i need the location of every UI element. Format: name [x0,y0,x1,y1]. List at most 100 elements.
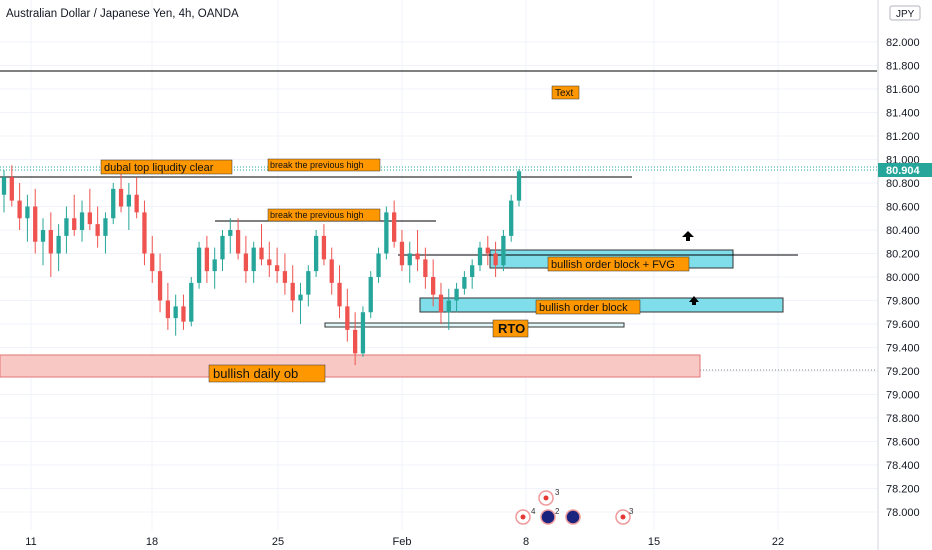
label-ob-text: bullish order block [539,302,628,314]
y-tick-label: 78.200 [886,484,920,496]
candle-body [204,247,210,272]
candle-body [493,253,498,266]
label-ob-fvg[interactable]: bullish order block + FVG [547,256,690,272]
y-tick-label: 81.400 [886,108,920,120]
event-count: 3 [629,507,634,516]
candle-body [313,235,319,272]
candle-body [150,253,155,272]
y-tick-label: 80.400 [886,225,920,237]
label-break-high-1-text: break the previous high [270,160,364,170]
event-count: 2 [555,507,560,516]
candle-body [56,235,61,254]
y-tick-label: 79.600 [886,319,920,331]
y-tick-label: 79.400 [886,343,920,355]
candle-body [267,259,272,266]
candle-body [415,253,420,260]
candle-body [165,300,171,319]
candle-body [134,194,139,213]
candle-body [485,247,490,254]
candle-body [477,247,483,266]
up-arrow-icon [682,231,694,241]
candle-body [431,277,436,295]
candle-body [470,265,475,277]
candle-body [274,265,280,272]
candle-body [9,177,14,201]
candle-body [196,247,202,283]
event-markers[interactable]: 3 4 2 3 [515,488,634,525]
au-flag-icon[interactable] [565,509,581,525]
y-tick-label: 78.800 [886,413,920,425]
last-price-text: 80.904 [886,165,921,177]
candle-body [235,230,241,254]
candle-body [298,294,303,301]
candle-body [337,282,342,307]
candle-body [118,188,124,207]
x-tick-label: 11 [25,536,36,548]
candle-body [345,306,350,330]
chart-title: Australian Dollar / Japanese Yen, 4h, OA… [6,8,239,20]
label-break-high-1[interactable]: break the previous high [267,158,381,172]
candle-body [368,277,373,313]
x-tick-label: 8 [523,536,529,548]
candle-body [64,218,69,236]
candle-body [454,288,459,301]
x-tick-label: Feb [393,536,412,548]
candle-body [40,230,46,242]
y-tick-label: 79.200 [886,366,920,378]
y-tick-label: 78.400 [886,460,920,472]
candle-body [173,306,178,319]
candle-body [516,171,522,201]
label-daily-ob[interactable]: bullish daily ob [208,364,326,383]
candle-body [446,300,451,313]
candle-body [251,247,256,272]
x-tick-label: 18 [146,536,158,548]
rto-zone[interactable] [324,322,625,328]
candle-body [290,282,295,301]
candle-body [384,212,389,254]
y-tick-label: 80.200 [886,249,920,261]
au-flag-icon[interactable] [540,509,556,525]
label-text[interactable]: Text [551,85,580,100]
candle-body [399,241,405,266]
candle-body [228,230,233,236]
candle-body [501,235,506,266]
candle-body [33,206,38,242]
candle-body [142,212,147,254]
label-dubal-top[interactable]: dubal top liqudity clear [100,159,233,175]
candle-body [329,259,334,283]
candle-body [72,218,77,230]
candle-body [509,200,514,236]
label-text-text: Text [555,88,574,99]
bullish-daily-ob-zone[interactable] [0,354,701,378]
candle-body [243,253,249,272]
candle-body [423,259,428,277]
candle-body [126,194,131,207]
currency-badge-text: JPY [896,9,915,20]
label-ob[interactable]: bullish order block [535,299,641,315]
label-break-high-2-text: break the previous high [270,210,364,220]
candle-body [392,212,397,242]
candle-body [407,253,412,266]
price-axis[interactable]: 82.00081.80081.60081.40081.20081.00080.8… [886,37,920,519]
y-tick-label: 79.800 [886,296,920,308]
candle-body [25,206,30,219]
x-tick-label: 22 [772,536,784,548]
candle-body [189,282,194,322]
event-dot-icon [620,514,626,520]
label-rto[interactable]: RTO [492,319,529,338]
candles [1,165,522,366]
chart-grid [0,0,878,530]
currency-badge[interactable]: JPY [889,5,921,21]
time-axis[interactable]: 11 18 25 Feb 8 15 22 [25,536,784,548]
candle-body [306,271,311,295]
candle-body [220,235,225,260]
label-break-high-2[interactable]: break the previous high [267,208,381,222]
y-tick-label: 80.600 [886,202,920,214]
candle-body [1,177,7,195]
event-dot-icon [543,495,549,501]
label-dubal-top-text: dubal top liqudity clear [104,162,214,174]
event-count: 4 [531,507,536,516]
candle-body [95,224,100,236]
y-tick-label: 78.600 [886,437,920,449]
